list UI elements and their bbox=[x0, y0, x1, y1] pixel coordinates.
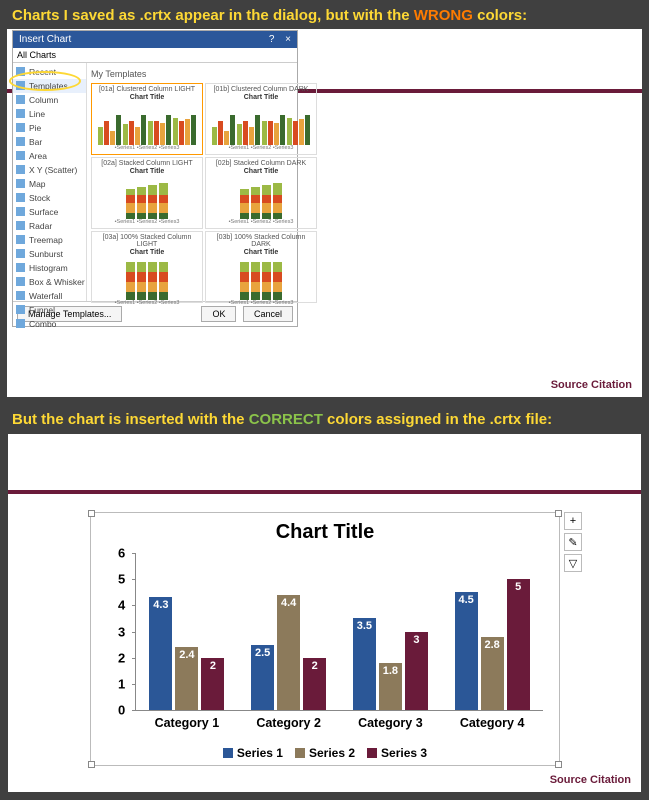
template-thumbnail[interactable]: [03a] 100% Stacked Column LIGHTChart Tit… bbox=[91, 231, 203, 303]
sidebar-item-box-whisker[interactable]: Box & Whisker bbox=[13, 275, 86, 289]
sidebar-item-line[interactable]: Line bbox=[13, 107, 86, 121]
chart-add-icon[interactable]: + bbox=[564, 512, 582, 530]
chart-object[interactable]: Chart Title 4.32.42Category 12.54.42Cate… bbox=[90, 512, 560, 766]
category-group: 4.52.85Category 4 bbox=[441, 553, 543, 710]
bar: 2 bbox=[201, 658, 224, 710]
sidebar-item-recent[interactable]: Recent bbox=[13, 65, 86, 79]
sidebar-item-histogram[interactable]: Histogram bbox=[13, 261, 86, 275]
sidebar-item-combo[interactable]: Combo bbox=[13, 317, 86, 331]
chart-legend: Series 1 Series 2 Series 3 bbox=[91, 746, 559, 761]
slide-upper: Source Citation Insert Chart ? × All Cha… bbox=[8, 30, 641, 396]
sidebar-item-funnel[interactable]: Funnel bbox=[13, 303, 86, 317]
template-grid: [01a] Clustered Column LIGHTChart Title•… bbox=[91, 83, 317, 303]
bar: 2.5 bbox=[251, 645, 274, 710]
legend-item: Series 2 bbox=[295, 746, 355, 760]
slide-accent-2 bbox=[8, 490, 641, 494]
sidebar-item-x-y-scatter-[interactable]: X Y (Scatter) bbox=[13, 163, 86, 177]
chart-title: Chart Title bbox=[91, 513, 559, 548]
dialog-titlebar: Insert Chart ? × bbox=[13, 31, 297, 48]
templates-header: My Templates bbox=[91, 67, 317, 83]
bar: 3.5 bbox=[353, 618, 376, 710]
chart-type-sidebar: RecentTemplatesColumnLinePieBarAreaX Y (… bbox=[13, 63, 87, 301]
source-citation-2: Source Citation bbox=[550, 774, 631, 786]
source-citation: Source Citation bbox=[551, 379, 632, 391]
chart-tools: + ✎ ▽ bbox=[564, 512, 582, 572]
sidebar-item-radar[interactable]: Radar bbox=[13, 219, 86, 233]
category-group: 3.51.83Category 3 bbox=[340, 553, 442, 710]
category-group: 2.54.42Category 2 bbox=[238, 553, 340, 710]
template-thumbnail[interactable]: [01b] Clustered Column DARKChart Title•S… bbox=[205, 83, 317, 155]
bar: 4.5 bbox=[455, 592, 478, 710]
bar: 4.3 bbox=[149, 597, 172, 710]
bar: 3 bbox=[405, 632, 428, 711]
bar: 2 bbox=[303, 658, 326, 710]
bar: 2.8 bbox=[481, 637, 504, 710]
dialog-tab[interactable]: All Charts bbox=[13, 48, 297, 63]
template-thumbnail[interactable]: [02b] Stacked Column DARKChart Title•Ser… bbox=[205, 157, 317, 229]
sidebar-item-surface[interactable]: Surface bbox=[13, 205, 86, 219]
sidebar-item-waterfall[interactable]: Waterfall bbox=[13, 289, 86, 303]
correct-word: CORRECT bbox=[249, 411, 323, 428]
sidebar-item-treemap[interactable]: Treemap bbox=[13, 233, 86, 247]
template-thumbnail[interactable]: [03b] 100% Stacked Column DARKChart Titl… bbox=[205, 231, 317, 303]
template-thumbnail[interactable]: [01a] Clustered Column LIGHTChart Title•… bbox=[91, 83, 203, 155]
sidebar-item-map[interactable]: Map bbox=[13, 177, 86, 191]
sidebar-item-bar[interactable]: Bar bbox=[13, 135, 86, 149]
bar: 4.4 bbox=[277, 595, 300, 710]
ok-button[interactable]: OK bbox=[201, 306, 236, 322]
chart-plot-area: 4.32.42Category 12.54.42Category 23.51.8… bbox=[135, 553, 543, 711]
wrong-word: WRONG bbox=[414, 7, 473, 24]
bar: 2.4 bbox=[175, 647, 198, 710]
cancel-button[interactable]: Cancel bbox=[243, 306, 293, 322]
sidebar-item-stock[interactable]: Stock bbox=[13, 191, 86, 205]
caption-correct: But the chart is inserted with the CORRE… bbox=[12, 411, 552, 428]
caption-wrong: Charts I saved as .crtx appear in the di… bbox=[12, 7, 527, 24]
bar: 1.8 bbox=[379, 663, 402, 710]
sidebar-item-pie[interactable]: Pie bbox=[13, 121, 86, 135]
bar: 5 bbox=[507, 579, 530, 710]
sidebar-item-area[interactable]: Area bbox=[13, 149, 86, 163]
slide-lower: Source Citation Chart Title 4.32.42Categ… bbox=[8, 434, 641, 792]
dialog-close-icon[interactable]: × bbox=[285, 34, 291, 45]
legend-item: Series 1 bbox=[223, 746, 283, 760]
template-thumbnail[interactable]: [02a] Stacked Column LIGHTChart Title•Se… bbox=[91, 157, 203, 229]
chart-brush-icon[interactable]: ✎ bbox=[564, 533, 582, 551]
sidebar-item-column[interactable]: Column bbox=[13, 93, 86, 107]
dialog-help-icon[interactable]: ? bbox=[269, 34, 275, 45]
sidebar-item-templates[interactable]: Templates bbox=[13, 79, 86, 93]
legend-item: Series 3 bbox=[367, 746, 427, 760]
insert-chart-dialog: Insert Chart ? × All Charts RecentTempla… bbox=[12, 30, 298, 327]
chart-filter-icon[interactable]: ▽ bbox=[564, 554, 582, 572]
dialog-title: Insert Chart bbox=[19, 34, 71, 45]
sidebar-item-sunburst[interactable]: Sunburst bbox=[13, 247, 86, 261]
category-group: 4.32.42Category 1 bbox=[136, 553, 238, 710]
